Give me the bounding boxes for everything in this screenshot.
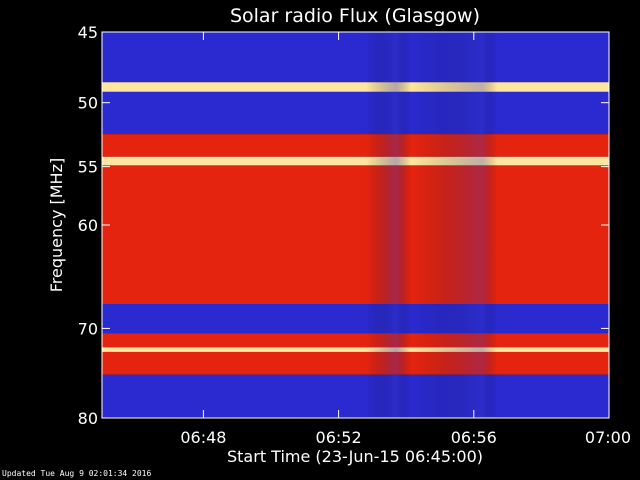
x-tick-label-0: 06:48: [180, 428, 226, 447]
x-tick-label-1: 06:52: [316, 428, 362, 447]
y-tick-label-2: 55: [78, 158, 98, 177]
y-tick-label-0: 45: [78, 23, 98, 42]
x-tick-label-3: 07:00: [585, 428, 631, 447]
chart-title: Solar radio Flux (Glasgow): [230, 5, 480, 27]
y-tick-label-3: 60: [78, 216, 98, 235]
x-tick-label-2: 06:56: [451, 428, 497, 447]
y-tick-label-5: 80: [78, 409, 98, 428]
y-axis: 45 50 55 60 70 80: [78, 23, 609, 428]
y-tick-label-1: 50: [78, 94, 98, 113]
y-tick-label-4: 70: [78, 319, 98, 338]
update-timestamp: Updated Tue Aug 9 02:01:34 2016: [2, 469, 152, 478]
x-axis-title: Start Time (23-Jun-15 06:45:00): [227, 447, 483, 466]
time-variation-overlay: [102, 32, 609, 418]
x-axis: 06:48 06:52 06:56 07:00: [180, 32, 631, 447]
y-axis-title: Frequency [MHz]: [47, 158, 66, 292]
